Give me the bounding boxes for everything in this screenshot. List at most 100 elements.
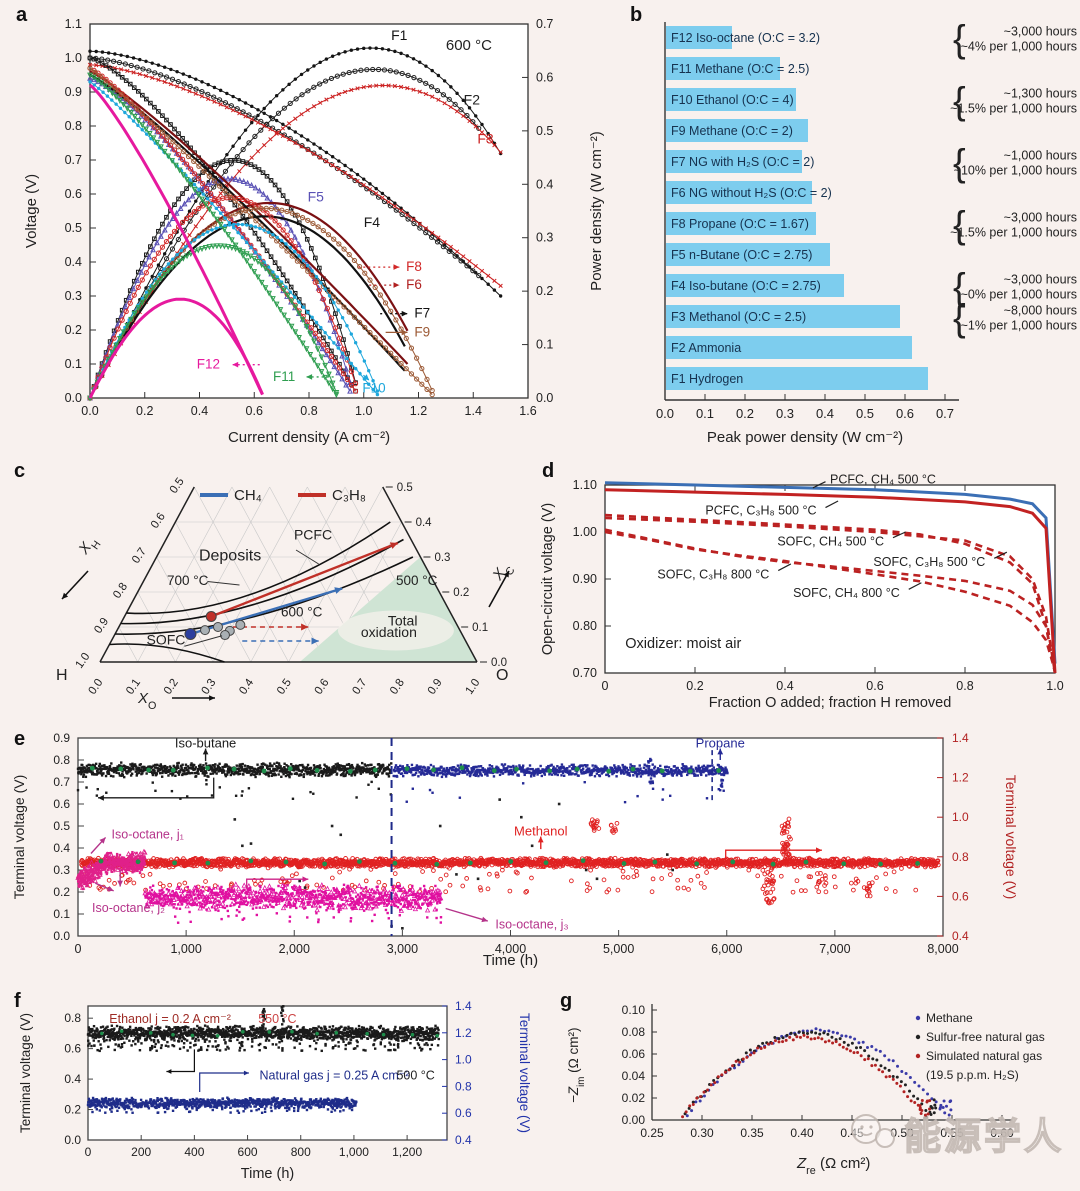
svg-text:C₃H₈: C₃H₈ — [332, 487, 366, 504]
svg-text:0.1: 0.1 — [472, 622, 488, 634]
svg-text:~1% per 1,000 hours: ~1% per 1,000 hours — [961, 319, 1077, 333]
panel-d-letter: d — [542, 460, 555, 482]
svg-text:1.0: 1.0 — [65, 51, 82, 65]
svg-text:0.8: 0.8 — [956, 679, 973, 693]
svg-text:0.1: 0.1 — [65, 357, 82, 371]
svg-text:F11: F11 — [273, 369, 295, 384]
svg-text:0.1: 0.1 — [53, 907, 70, 921]
svg-text:F5 n-Butane (O:C = 2.75): F5 n-Butane (O:C = 2.75) — [671, 248, 812, 262]
svg-text:0.7: 0.7 — [130, 546, 149, 566]
svg-text:1.4: 1.4 — [952, 731, 969, 745]
svg-text:1.00: 1.00 — [573, 525, 597, 539]
svg-text:0.7: 0.7 — [350, 677, 369, 697]
svg-text:0.6: 0.6 — [313, 677, 332, 697]
svg-text:0.6: 0.6 — [896, 406, 914, 421]
panel-a-letter: a — [16, 4, 28, 26]
panel-e-durability-chart: 0 1,000 2,000 3,000 4,000 5,000 6,000 7,000 8,00… — [11, 731, 1019, 969]
svg-text:0.7: 0.7 — [536, 17, 553, 31]
svg-text:XO: XO — [137, 690, 156, 712]
panel-g-letter: g — [560, 990, 573, 1012]
svg-text:0.0: 0.0 — [491, 657, 507, 669]
panel-c-ternary-diagram: 0.0 0.1 0.2 0.3 0.4 0.5 0.6 0.7 0.8 0.9 1.01.00.90… — [56, 476, 518, 712]
svg-text:0.6: 0.6 — [53, 797, 70, 811]
svg-text:1.6: 1.6 — [519, 404, 536, 418]
svg-text:0.8: 0.8 — [952, 850, 969, 864]
svg-text:SOFC, C₃H₈ 500 °C: SOFC, C₃H₈ 500 °C — [873, 555, 985, 569]
svg-text:0.6: 0.6 — [952, 889, 969, 903]
panel-d-ocv-chart: 0 0.2 0.4 0.6 0.8 1.0 0.70 0.80 0.90 1.00 1.10 Frac… — [540, 472, 1064, 711]
svg-text:3,000: 3,000 — [387, 942, 418, 956]
svg-text:0.1: 0.1 — [696, 406, 714, 421]
svg-text:4,000: 4,000 — [495, 942, 526, 956]
svg-text:oxidation: oxidation — [361, 624, 417, 640]
svg-text:0.3: 0.3 — [53, 863, 70, 877]
svg-text:7,000: 7,000 — [819, 942, 850, 956]
svg-text:1.4: 1.4 — [465, 404, 482, 418]
svg-text:F9 Methane (O:C = 2): F9 Methane (O:C = 2) — [671, 124, 793, 138]
svg-text:~3,000 hours: ~3,000 hours — [1004, 273, 1077, 287]
svg-text:~10% per 1,000 hours: ~10% per 1,000 hours — [954, 164, 1077, 178]
svg-text:Time (h): Time (h) — [483, 952, 538, 969]
svg-text:0.80: 0.80 — [573, 619, 597, 633]
panel-g-impedance-chart: 0.25 0.30 0.35 0.40 0.45 0.50 0.55 0.600.000.02… — [566, 1003, 1045, 1177]
svg-text:~3,000 hours: ~3,000 hours — [1004, 211, 1077, 225]
svg-text:1.2: 1.2 — [410, 404, 427, 418]
svg-text:F6: F6 — [406, 277, 422, 292]
svg-text:0.2: 0.2 — [136, 404, 153, 418]
svg-text:F6 NG without H₂S (O:C = 2): F6 NG without H₂S (O:C = 2) — [671, 186, 832, 200]
svg-text:0.6: 0.6 — [65, 187, 82, 201]
svg-text:0.4: 0.4 — [952, 929, 969, 943]
svg-text:0.0: 0.0 — [65, 391, 82, 405]
svg-text:0.6: 0.6 — [866, 679, 883, 693]
svg-text:0.70: 0.70 — [573, 666, 597, 680]
svg-text:0.4: 0.4 — [416, 517, 433, 529]
svg-text:0.4: 0.4 — [776, 679, 793, 693]
panel-b-letter: b — [630, 4, 643, 26]
svg-text:2,000: 2,000 — [279, 942, 310, 956]
svg-text:1.1: 1.1 — [65, 17, 82, 31]
svg-text:Power density (W cm⁻²): Power density (W cm⁻²) — [588, 131, 605, 291]
svg-text:PCFC, CH₄ 500 °C: PCFC, CH₄ 500 °C — [830, 472, 936, 486]
svg-text:600 °C: 600 °C — [281, 605, 323, 620]
panel-c-letter: c — [14, 460, 26, 482]
svg-text:F10 Ethanol (O:C = 4): F10 Ethanol (O:C = 4) — [671, 93, 794, 107]
svg-text:Oxidizer: moist air: Oxidizer: moist air — [625, 636, 741, 652]
svg-text:8,000: 8,000 — [927, 942, 958, 956]
svg-text:F3: F3 — [477, 131, 494, 147]
panel-e-letter: e — [14, 728, 26, 750]
svg-text:~4% per 1,000 hours: ~4% per 1,000 hours — [961, 40, 1077, 54]
svg-text:0.5: 0.5 — [856, 406, 874, 421]
svg-text:{: { — [953, 143, 966, 185]
svg-text:0.0: 0.0 — [536, 391, 553, 405]
svg-text:Peak power density (W cm⁻²): Peak power density (W cm⁻²) — [707, 429, 903, 446]
svg-text:1.10: 1.10 — [573, 478, 597, 492]
svg-text:{: { — [953, 19, 966, 61]
svg-text:Current density (A cm⁻²): Current density (A cm⁻²) — [228, 429, 390, 446]
svg-text:0.8: 0.8 — [388, 677, 407, 697]
panel-b-peak-power-bar-chart: 0.0 0.1 0.2 0.3 0.4 0.5 0.6 0.7 Peak power densi… — [656, 19, 1077, 447]
svg-text:1.2: 1.2 — [952, 771, 969, 785]
svg-text:1,000: 1,000 — [170, 942, 201, 956]
svg-text:1.0: 1.0 — [1046, 679, 1063, 693]
svg-text:F4 Iso-butane (O:C = 2.75): F4 Iso-butane (O:C = 2.75) — [671, 279, 821, 293]
svg-text:0.90: 0.90 — [573, 572, 597, 586]
svg-text:0.8: 0.8 — [111, 581, 130, 601]
svg-text:Open-circuit voltage (V): Open-circuit voltage (V) — [540, 503, 556, 655]
svg-text:F2: F2 — [464, 92, 481, 108]
svg-text:F12: F12 — [197, 357, 220, 372]
svg-text:0.8: 0.8 — [65, 119, 82, 133]
svg-text:XH: XH — [75, 533, 104, 561]
svg-text:0.4: 0.4 — [816, 406, 834, 421]
svg-text:0.4: 0.4 — [191, 404, 208, 418]
svg-text:F3 Methanol (O:C = 2.5): F3 Methanol (O:C = 2.5) — [671, 310, 806, 324]
svg-text:0.9: 0.9 — [92, 616, 111, 636]
svg-text:0.3: 0.3 — [65, 289, 82, 303]
svg-text:PCFC, C₃H₈ 500 °C: PCFC, C₃H₈ 500 °C — [705, 503, 816, 517]
svg-text:Terminal voltage (V): Terminal voltage (V) — [11, 775, 27, 900]
svg-text:{: { — [953, 81, 966, 123]
svg-text:~0% per 1,000 hours: ~0% per 1,000 hours — [961, 288, 1077, 302]
svg-text:0.5: 0.5 — [275, 677, 294, 697]
svg-text:0.0: 0.0 — [81, 404, 98, 418]
svg-text:0.0: 0.0 — [86, 677, 105, 697]
